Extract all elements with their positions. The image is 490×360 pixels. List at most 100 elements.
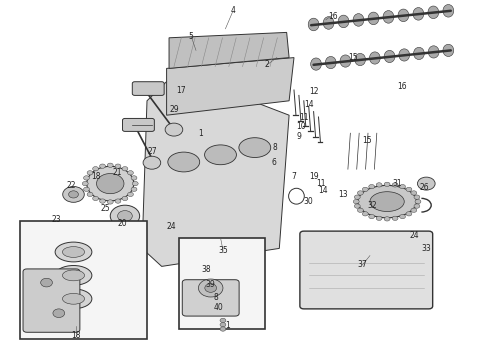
Text: 19: 19 xyxy=(309,172,318,181)
Text: 16: 16 xyxy=(397,82,407,91)
Ellipse shape xyxy=(398,9,409,22)
Circle shape xyxy=(220,318,226,323)
Ellipse shape xyxy=(413,8,424,20)
Text: 8: 8 xyxy=(213,292,218,302)
Circle shape xyxy=(87,166,134,201)
Text: 21: 21 xyxy=(113,168,122,177)
Text: 2: 2 xyxy=(265,60,270,69)
Text: 4: 4 xyxy=(230,6,235,15)
Text: 5: 5 xyxy=(189,32,194,41)
Ellipse shape xyxy=(355,53,366,66)
Circle shape xyxy=(415,199,421,204)
Ellipse shape xyxy=(369,52,380,64)
Circle shape xyxy=(354,195,360,199)
Text: 18: 18 xyxy=(91,172,100,181)
Text: 14: 14 xyxy=(304,100,314,109)
Ellipse shape xyxy=(325,57,336,69)
Circle shape xyxy=(354,204,360,208)
Text: 16: 16 xyxy=(328,12,338,21)
FancyBboxPatch shape xyxy=(122,118,154,131)
Ellipse shape xyxy=(323,17,334,29)
Text: 31: 31 xyxy=(392,179,402,188)
Circle shape xyxy=(400,184,405,189)
Text: 37: 37 xyxy=(358,260,368,269)
Polygon shape xyxy=(142,72,289,266)
Ellipse shape xyxy=(443,4,454,17)
Circle shape xyxy=(362,212,368,216)
Circle shape xyxy=(411,191,417,195)
Circle shape xyxy=(82,181,88,186)
Ellipse shape xyxy=(340,55,351,67)
Circle shape xyxy=(414,195,420,199)
Text: 20: 20 xyxy=(118,219,127,228)
Text: 39: 39 xyxy=(206,280,216,289)
Text: 27: 27 xyxy=(147,147,157,156)
Circle shape xyxy=(362,187,368,192)
Circle shape xyxy=(198,279,223,297)
FancyBboxPatch shape xyxy=(182,280,239,316)
Text: 9: 9 xyxy=(296,132,301,141)
Text: 10: 10 xyxy=(296,122,306,131)
Circle shape xyxy=(131,176,137,180)
Ellipse shape xyxy=(414,47,424,59)
Circle shape xyxy=(127,192,133,197)
Circle shape xyxy=(392,183,398,187)
Ellipse shape xyxy=(399,49,410,61)
Circle shape xyxy=(392,216,398,220)
Circle shape xyxy=(205,284,217,292)
Ellipse shape xyxy=(443,44,454,57)
Circle shape xyxy=(122,196,128,201)
Ellipse shape xyxy=(353,14,364,26)
Circle shape xyxy=(107,200,113,204)
Circle shape xyxy=(99,164,105,168)
Text: 11: 11 xyxy=(316,179,326,188)
Text: 13: 13 xyxy=(338,190,348,199)
Polygon shape xyxy=(169,32,289,68)
Text: 11: 11 xyxy=(299,112,309,122)
Text: 22: 22 xyxy=(66,181,76,190)
Circle shape xyxy=(69,191,78,198)
Text: 17: 17 xyxy=(176,86,186,95)
Circle shape xyxy=(368,215,374,219)
Ellipse shape xyxy=(428,6,439,19)
Circle shape xyxy=(110,205,140,227)
Text: 12: 12 xyxy=(309,87,318,96)
Text: 15: 15 xyxy=(363,136,372,145)
Text: 32: 32 xyxy=(368,201,377,210)
Circle shape xyxy=(165,123,183,136)
Circle shape xyxy=(115,199,121,203)
Circle shape xyxy=(369,184,375,189)
Ellipse shape xyxy=(428,46,439,58)
Circle shape xyxy=(220,323,226,327)
Circle shape xyxy=(99,199,105,203)
Circle shape xyxy=(107,163,113,167)
Circle shape xyxy=(127,171,133,175)
Text: 1: 1 xyxy=(225,321,230,330)
Ellipse shape xyxy=(368,12,379,25)
Text: 23: 23 xyxy=(51,215,61,224)
Circle shape xyxy=(83,187,89,192)
Circle shape xyxy=(115,164,121,168)
Text: 35: 35 xyxy=(218,246,228,255)
Text: 40: 40 xyxy=(213,303,223,312)
Text: 30: 30 xyxy=(304,197,314,206)
Circle shape xyxy=(63,186,84,202)
Text: 18: 18 xyxy=(71,331,81,340)
Ellipse shape xyxy=(370,192,404,212)
Ellipse shape xyxy=(55,266,92,285)
Ellipse shape xyxy=(62,247,84,257)
Text: 25: 25 xyxy=(100,204,110,213)
Circle shape xyxy=(384,182,390,186)
Circle shape xyxy=(414,204,420,208)
Bar xyxy=(179,238,265,329)
Circle shape xyxy=(131,187,137,192)
Circle shape xyxy=(143,156,161,169)
Circle shape xyxy=(357,208,363,212)
Polygon shape xyxy=(167,58,294,115)
Circle shape xyxy=(118,211,132,221)
Text: 33: 33 xyxy=(421,244,431,253)
Text: 38: 38 xyxy=(201,266,211,275)
Text: 7: 7 xyxy=(292,172,296,181)
FancyBboxPatch shape xyxy=(23,269,80,332)
Ellipse shape xyxy=(62,270,84,281)
